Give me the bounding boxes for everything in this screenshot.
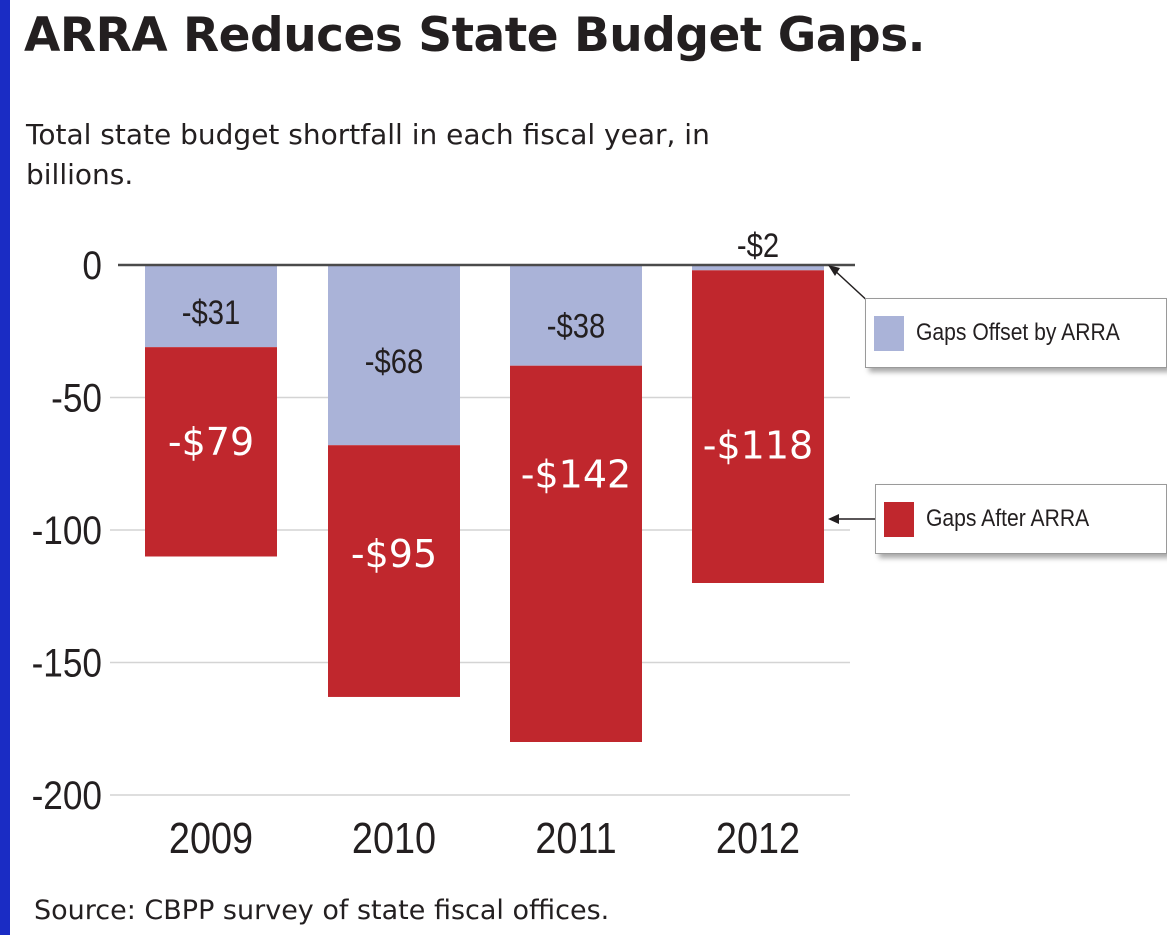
legend-label-after: Gaps After ARRA	[926, 505, 1090, 532]
data-label-after: -$118	[703, 423, 813, 467]
bar-offset-2011	[510, 265, 642, 366]
data-label-offset: -$38	[547, 306, 605, 345]
bar-after-2010	[328, 445, 460, 697]
bar-offset-2010	[328, 265, 460, 446]
chart-subtitle: Total state budget shortfall in each fis…	[26, 118, 710, 191]
x-tick-label: 2011	[535, 813, 616, 862]
y-tick-label: -50	[51, 375, 102, 420]
bar-after-2009	[145, 347, 277, 557]
chart-source: Source: CBPP survey of state fiscal offi…	[34, 895, 610, 926]
data-label-after: -$95	[351, 532, 437, 576]
y-tick-label: -100	[32, 508, 102, 553]
y-tick-label: 0	[82, 243, 102, 288]
legend-arrowhead-offset	[828, 265, 840, 276]
chart-frame: ARRA Reduces State Budget Gaps. Total st…	[10, 0, 1167, 935]
legend-arrowhead-after	[828, 514, 839, 524]
legend-item-after: Gaps After ARRA	[875, 484, 1167, 554]
legend-label-offset: Gaps Offset by ARRA	[916, 319, 1120, 346]
y-tick-label: -200	[32, 773, 102, 818]
legend-item-offset: Gaps Offset by ARRA	[865, 298, 1167, 368]
data-label-after: -$79	[168, 420, 254, 464]
data-label-offset: -$2	[737, 226, 779, 265]
data-label-offset: -$31	[182, 293, 240, 332]
legend-swatch-after	[884, 501, 914, 537]
y-tick-label: -150	[32, 640, 102, 685]
bar-after-2011	[510, 365, 642, 742]
x-tick-label: 2009	[169, 813, 253, 862]
data-label-after: -$142	[521, 453, 631, 497]
x-tick-label: 2010	[352, 813, 436, 862]
bar-offset-2012	[692, 265, 824, 271]
x-tick-label: 2012	[716, 813, 800, 862]
chart-title: ARRA Reduces State Budget Gaps.	[24, 8, 926, 63]
bar-after-2012	[692, 270, 824, 583]
legend-swatch-offset	[874, 315, 904, 351]
bar-chart: 0 -50 -100 -150 -200 -$31 -$79 2009 -$68 -$95 2010…	[32, 226, 880, 863]
bar-offset-2009	[145, 265, 277, 348]
data-label-offset: -$68	[365, 342, 423, 381]
